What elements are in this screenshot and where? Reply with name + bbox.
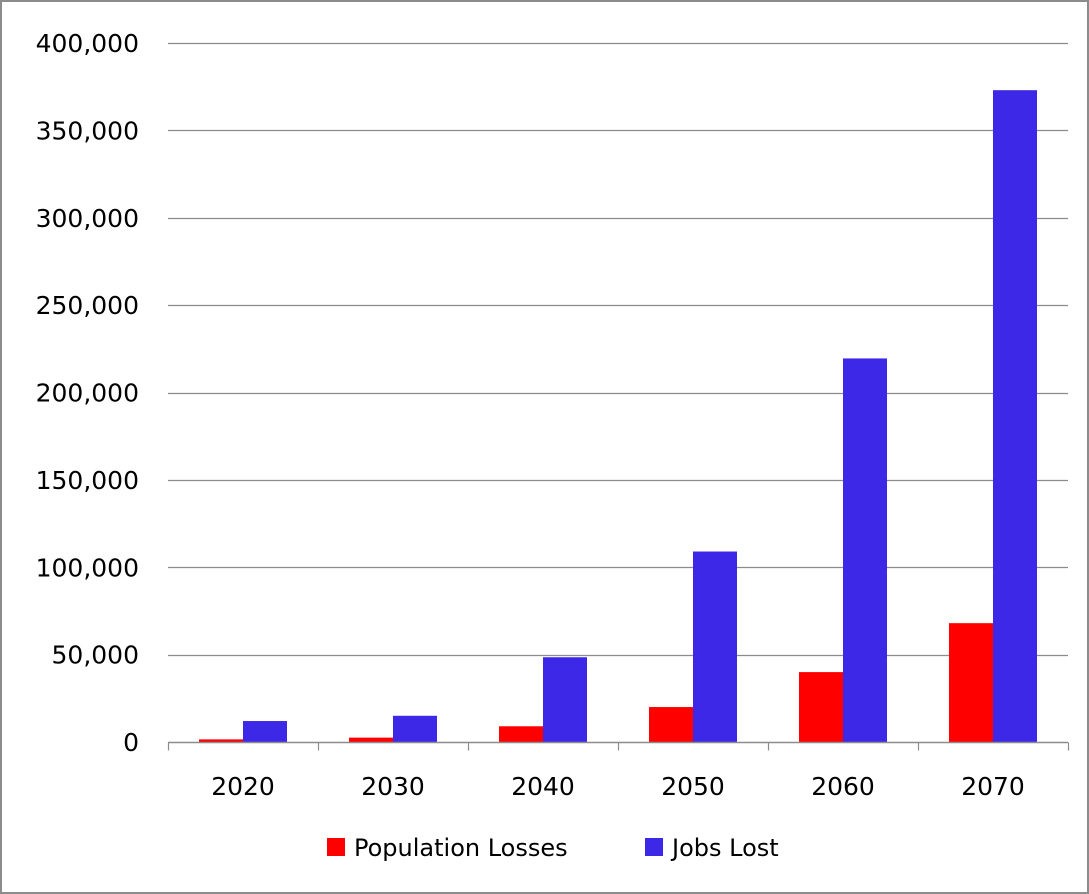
y-tick-label: 300,000 [36, 204, 139, 233]
bar-jobs-lost-2020 [243, 721, 287, 742]
bar-population-losses-2050 [649, 707, 693, 742]
bar-population-losses-2040 [499, 726, 543, 742]
x-tick-label: 2040 [511, 772, 575, 801]
legend: Population Losses Jobs Lost [327, 834, 779, 862]
y-tick-label: 400,000 [36, 29, 139, 58]
bar-population-losses-2070 [949, 623, 993, 742]
x-tick-label: 2050 [661, 772, 725, 801]
x-tick-label: 2030 [361, 772, 425, 801]
y-tick-label: 50,000 [52, 641, 139, 670]
y-tick-label: 350,000 [36, 116, 139, 145]
legend-label: Jobs Lost [670, 834, 779, 862]
y-tick-label: 0 [123, 728, 139, 757]
bars [199, 90, 1037, 742]
gridlines [168, 44, 1068, 656]
x-tick-label: 2060 [811, 772, 875, 801]
bar-jobs-lost-2030 [393, 716, 437, 742]
bar-population-losses-2020 [199, 739, 243, 742]
legend-label: Population Losses [354, 834, 568, 862]
y-tick-label: 200,000 [36, 379, 139, 408]
legend-swatch [327, 838, 345, 856]
legend-swatch [645, 838, 663, 856]
x-axis [168, 743, 1069, 751]
y-tick-label: 250,000 [36, 291, 139, 320]
y-tick-label: 100,000 [36, 553, 139, 582]
x-axis-tick-labels: 2020 2030 2040 2050 2060 2070 [211, 772, 1025, 801]
x-tick-label: 2020 [211, 772, 275, 801]
bar-jobs-lost-2060 [843, 358, 887, 742]
x-tick-label: 2070 [961, 772, 1025, 801]
bar-population-losses-2030 [349, 738, 393, 742]
bar-jobs-lost-2050 [693, 552, 737, 742]
y-axis-tick-labels: 0 50,000 100,000 150,000 200,000 250,000 300,0… [36, 29, 139, 757]
bar-jobs-lost-2040 [543, 657, 587, 742]
bar-population-losses-2060 [799, 672, 843, 742]
bar-jobs-lost-2070 [993, 90, 1037, 742]
y-tick-label: 150,000 [36, 466, 139, 495]
